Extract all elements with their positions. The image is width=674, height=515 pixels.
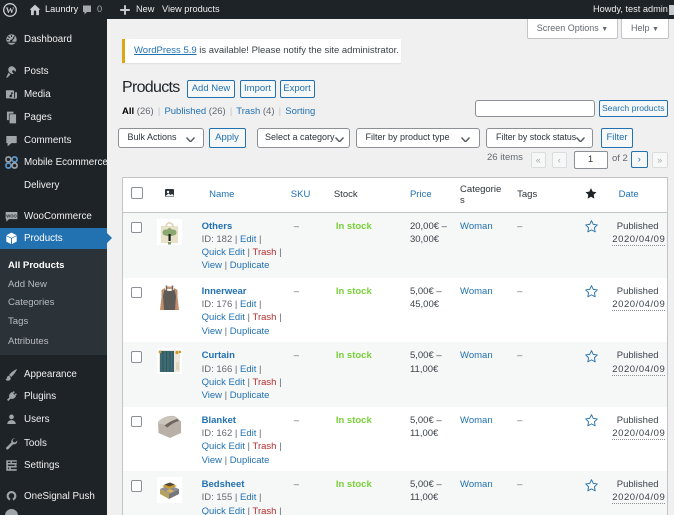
svg-text:WOO: WOO xyxy=(6,213,17,218)
svg-text:W: W xyxy=(6,4,15,14)
